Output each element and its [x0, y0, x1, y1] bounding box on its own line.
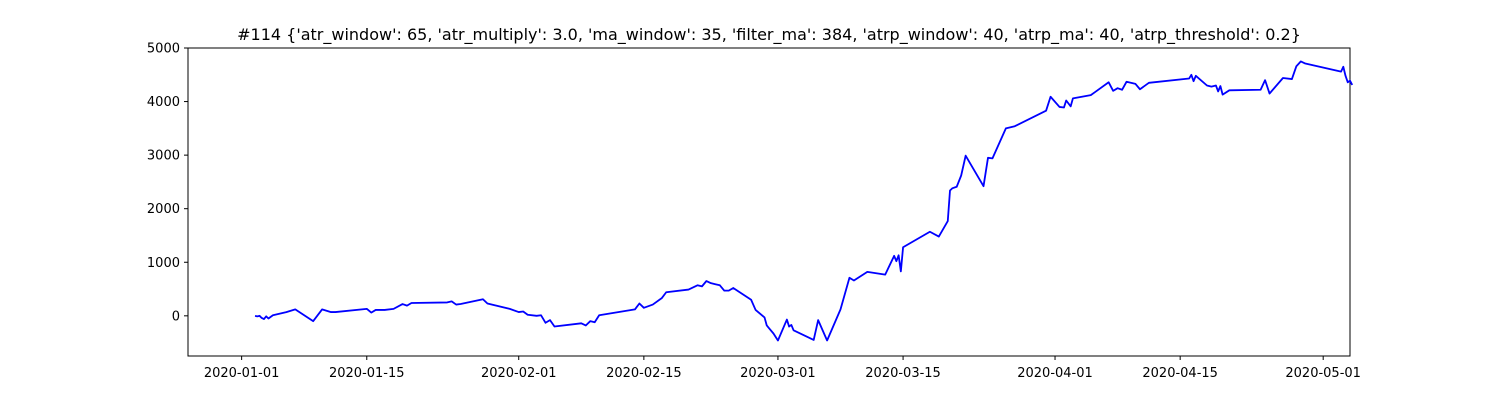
- x-tick-label: 2020-02-15: [606, 366, 682, 381]
- x-tick-label: 2020-04-15: [1142, 366, 1218, 381]
- series-group: [254, 60, 1354, 342]
- y-tick-label: 2000: [147, 202, 180, 217]
- x-tick-label: 2020-01-01: [204, 366, 280, 381]
- x-tick-label: 2020-05-01: [1285, 366, 1361, 381]
- chart-title: #114 {'atr_window': 65, 'atr_multiply': …: [237, 25, 1301, 45]
- y-tick-label: 5000: [147, 42, 180, 57]
- y-tick-label: 4000: [147, 95, 180, 110]
- x-tick-label: 2020-02-01: [481, 366, 557, 381]
- y-tick-label: 1000: [147, 256, 180, 271]
- y-tick-label: 0: [172, 309, 180, 324]
- x-tick-label: 2020-03-01: [740, 366, 816, 381]
- x-axis: 2020-01-01 2020-01-15 2020-02-01 2020-02-15…: [204, 356, 1361, 381]
- series-line: [254, 60, 1354, 342]
- plot-area-border: [187, 47, 1351, 357]
- axes-frame: [187, 47, 1351, 357]
- x-tick-label: 2020-01-15: [329, 366, 405, 381]
- y-axis: 0 1000 2000 3000 4000 5000: [147, 42, 188, 324]
- x-tick-label: 2020-03-15: [865, 366, 941, 381]
- x-tick-label: 2020-04-01: [1017, 366, 1093, 381]
- y-tick-label: 3000: [147, 149, 180, 164]
